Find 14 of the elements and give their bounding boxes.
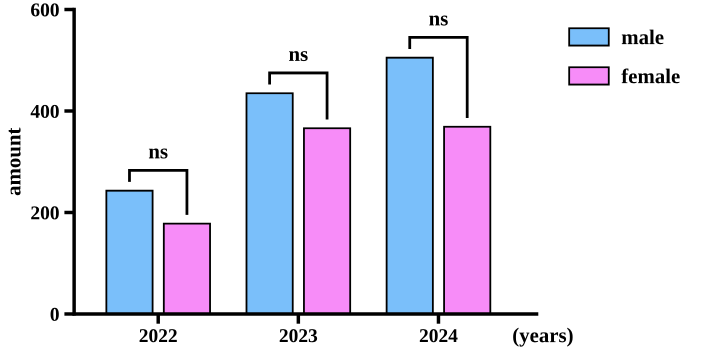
annotation: ns <box>429 16 448 26</box>
y-tick-label: 200 <box>31 206 59 220</box>
x-tick-label: 2024 <box>420 329 458 342</box>
y-tick-label: 400 <box>30 104 59 118</box>
legend-label: female <box>621 68 680 84</box>
x-tick-label: 2022 <box>140 329 177 342</box>
y-tick-label: 600 <box>31 3 59 16</box>
annotation: ns <box>148 148 168 159</box>
x-axis-title: (years) <box>513 328 573 347</box>
x-tick-label: 2023 <box>280 329 318 342</box>
y-tick-label: 0 <box>50 308 59 321</box>
y-axis-title: amount <box>8 128 21 196</box>
legend-label: male <box>622 30 664 44</box>
annotation: ns <box>289 51 308 62</box>
